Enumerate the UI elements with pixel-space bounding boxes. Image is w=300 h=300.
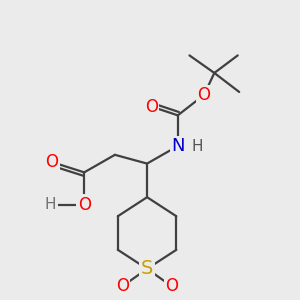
Text: O: O <box>198 86 211 104</box>
Text: H: H <box>45 197 56 212</box>
Text: N: N <box>171 137 184 155</box>
Text: H: H <box>191 139 202 154</box>
Text: O: O <box>78 196 91 214</box>
Text: S: S <box>141 259 153 278</box>
Text: O: O <box>165 278 178 296</box>
Text: O: O <box>46 153 59 171</box>
Text: O: O <box>116 278 129 296</box>
Text: O: O <box>145 98 158 116</box>
